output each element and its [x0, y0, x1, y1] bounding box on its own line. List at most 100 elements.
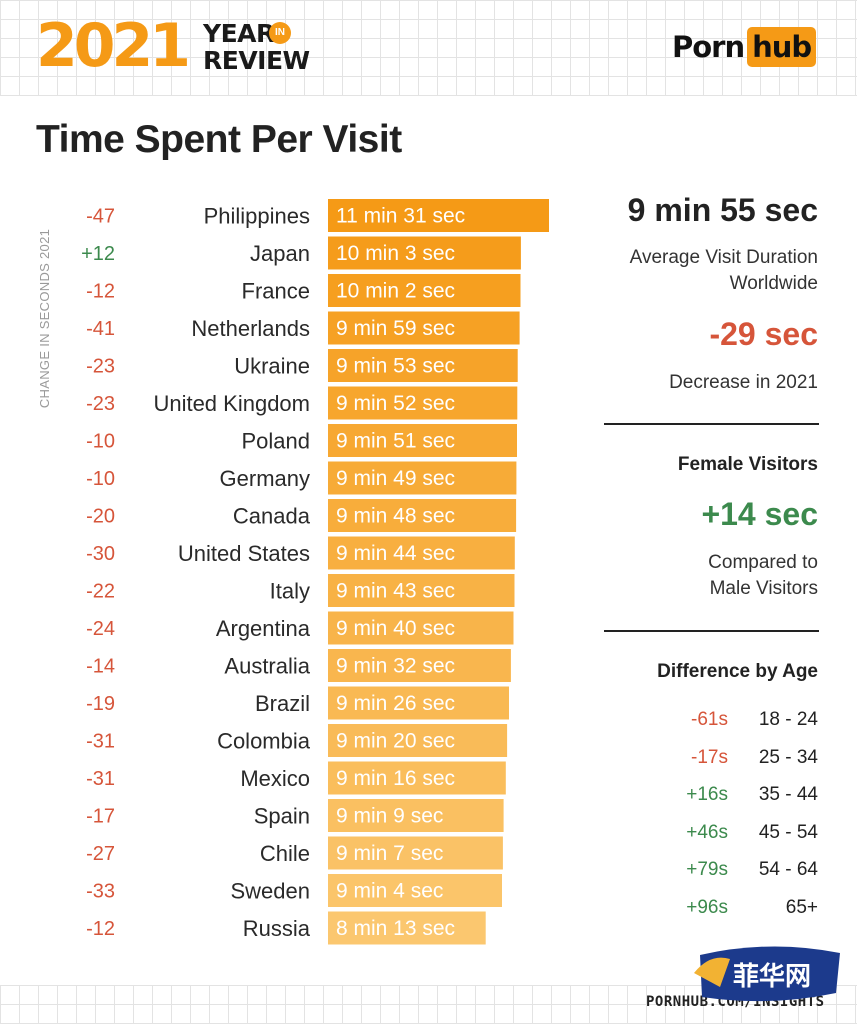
age-diff: +46s: [686, 821, 728, 843]
brand-logo-badge: hub: [747, 27, 817, 67]
country-label: United States: [178, 541, 310, 566]
age-row: -61s 18 - 24: [618, 707, 818, 733]
bar-4: [328, 349, 518, 382]
bar-value-label: 9 min 51 sec: [336, 430, 455, 453]
bar-16: [328, 799, 504, 832]
country-label: Ukraine: [234, 354, 310, 379]
change-label: -12: [86, 918, 115, 940]
year-in-review-line2: REVIEW: [203, 46, 310, 75]
change-label: -31: [86, 731, 115, 753]
bar-value-label: 9 min 53 sec: [336, 355, 455, 378]
age-row: +96s 65+: [618, 895, 818, 921]
bar-7: [328, 461, 517, 495]
age-row: -17s 25 - 34: [618, 745, 818, 771]
bar-18: [328, 874, 502, 907]
change-label: -41: [86, 318, 115, 340]
divider-1: [604, 423, 819, 425]
female-visitors-value: +14 sec: [701, 496, 818, 532]
country-label: Netherlands: [191, 316, 310, 341]
age-row: +79s 54 - 64: [618, 857, 818, 883]
year-in-review-logo: YEAR REVIEW: [203, 20, 310, 74]
year-in-review-line1: YEAR: [203, 19, 275, 48]
bar-value-label: 9 min 52 sec: [336, 392, 455, 415]
country-label: Philippines: [204, 204, 310, 229]
average-duration-caption: Average Visit Duration Worldwide: [558, 245, 818, 297]
bar-13: [328, 686, 509, 720]
change-label: -10: [86, 468, 115, 490]
female-visitors-caption-line2: Male Visitors: [709, 578, 818, 599]
change-label: -22: [86, 581, 115, 603]
change-label: -31: [86, 768, 115, 790]
change-label: -20: [86, 506, 115, 528]
change-label: -10: [86, 431, 115, 453]
bar-value-label: 9 min 16 sec: [336, 767, 455, 790]
country-label: Italy: [270, 579, 310, 604]
country-label: Poland: [241, 429, 310, 454]
divider-2: [604, 630, 819, 632]
change-label: -24: [86, 618, 115, 640]
bar-2: [328, 274, 521, 307]
age-diff: +16s: [686, 784, 728, 805]
age-diff: -61s: [691, 709, 728, 730]
change-label: -23: [86, 356, 115, 378]
bar-19: [328, 911, 486, 945]
bar-value-label: 9 min 44 sec: [336, 542, 455, 565]
country-label: Japan: [250, 241, 310, 266]
change-label: -47: [86, 206, 115, 228]
bar-value-label: 11 min 31 sec: [336, 205, 465, 228]
bar-value-label: 9 min 4 sec: [336, 880, 443, 903]
age-diff: +96s: [686, 896, 728, 918]
age-diff: -17s: [691, 746, 728, 768]
country-label: Brazil: [255, 691, 310, 716]
change-label: +12: [81, 243, 115, 265]
bar-17: [328, 836, 503, 870]
header-grid-background: [0, 0, 857, 96]
age-range: 25 - 34: [758, 746, 818, 768]
change-label: -30: [86, 543, 115, 565]
age-range: 54 - 64: [758, 859, 818, 880]
bar-value-label: 9 min 7 sec: [336, 842, 443, 865]
female-visitors-heading: Female Visitors: [677, 454, 818, 475]
bar-value-label: 9 min 59 sec: [336, 317, 455, 340]
country-label: Argentina: [216, 616, 311, 641]
age-row: +46s 45 - 54: [618, 820, 818, 846]
bar-value-label: 10 min 2 sec: [336, 280, 455, 303]
bar-10: [328, 574, 515, 607]
bar-value-label: 9 min 48 sec: [336, 505, 455, 528]
country-label: United Kingdom: [153, 391, 310, 416]
bar-14: [328, 724, 508, 757]
female-visitors-caption-line1: Compared to: [708, 552, 818, 573]
bar-value-label: 9 min 49 sec: [336, 467, 455, 490]
country-label: Sweden: [230, 879, 310, 904]
age-range: 18 - 24: [758, 709, 818, 730]
age-difference-heading: Difference by Age: [657, 661, 818, 682]
age-diff: +79s: [686, 859, 728, 880]
bar-0: [328, 199, 549, 232]
average-duration-caption-line2: Worldwide: [729, 273, 818, 294]
bar-value-label: 10 min 3 sec: [336, 242, 455, 265]
yearly-change-caption: Decrease in 2021: [669, 372, 818, 393]
change-label: -33: [86, 881, 115, 903]
age-range: 45 - 54: [758, 821, 818, 843]
page-title: Time Spent Per Visit: [36, 118, 402, 161]
bar-9: [328, 536, 515, 570]
bar-3: [328, 311, 520, 345]
change-label: -14: [86, 656, 115, 678]
bar-1: [328, 236, 521, 270]
watermark-logo: 菲华网: [694, 946, 840, 1002]
in-badge: IN: [269, 22, 291, 44]
country-label: Spain: [254, 804, 310, 829]
bar-8: [328, 499, 517, 532]
country-label: Chile: [260, 841, 310, 866]
country-label: Germany: [220, 466, 310, 491]
bar-6: [328, 424, 517, 457]
country-label: France: [242, 279, 310, 304]
year-logo: 2021: [36, 11, 191, 81]
age-row: +16s 35 - 44: [618, 782, 818, 808]
bar-value-label: 9 min 32 sec: [336, 655, 455, 678]
average-duration-caption-line1: Average Visit Duration: [629, 247, 818, 268]
bar-value-label: 9 min 43 sec: [336, 580, 455, 603]
age-range: 35 - 44: [758, 784, 818, 805]
brand-logo: Porn hub: [672, 26, 817, 68]
change-label: -17: [86, 806, 115, 828]
